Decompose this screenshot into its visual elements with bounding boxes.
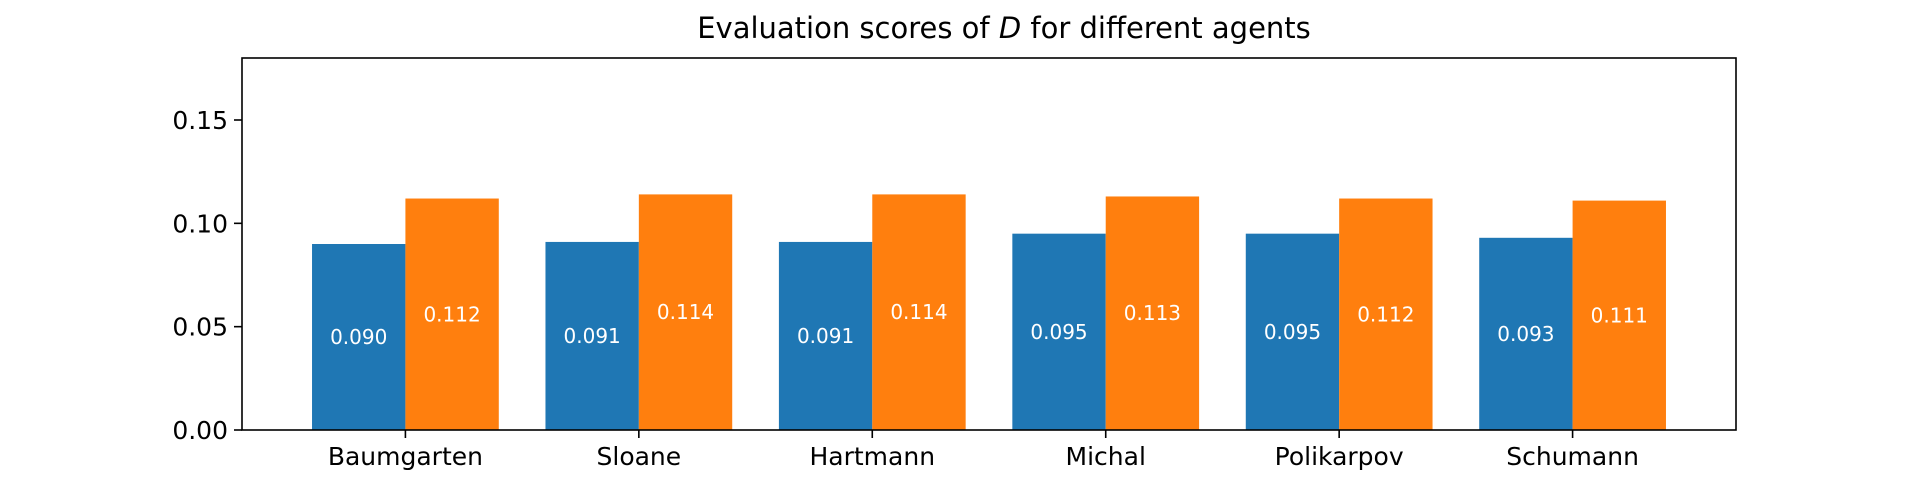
y-tick-label: 0.15 xyxy=(172,106,228,135)
bar-value-label: 0.111 xyxy=(1591,303,1648,327)
x-axis: Baumgarten Sloane Hartmann Michal Polikarpov… xyxy=(328,430,1639,471)
bar-value-label: 0.114 xyxy=(657,300,714,324)
bars-layer xyxy=(312,194,1666,430)
bar-baumgarten-series-1 xyxy=(312,244,406,430)
bar-value-label: 0.091 xyxy=(564,324,621,348)
bar-value-label: 0.090 xyxy=(330,325,387,349)
bar-polikarpov-series-1 xyxy=(1245,233,1340,430)
bar-baumgarten-series-2 xyxy=(405,198,499,430)
bar-sloane-series-2 xyxy=(638,194,733,430)
bar-schumann-series-2 xyxy=(1572,200,1666,430)
x-tick-label: Michal xyxy=(1066,442,1146,471)
x-tick-label: Schumann xyxy=(1506,442,1639,471)
y-tick-label: 0.00 xyxy=(172,416,228,445)
x-tick-label: Hartmann xyxy=(809,442,935,471)
bar-hartmann-series-1 xyxy=(778,241,873,430)
bar-value-label: 0.095 xyxy=(1030,320,1087,344)
bar-value-label: 0.091 xyxy=(797,324,854,348)
chart-title: Evaluation scores of D for different age… xyxy=(697,11,1311,45)
bar-value-label: 0.113 xyxy=(1124,301,1181,325)
bar-schumann-series-1 xyxy=(1479,237,1573,430)
bar-michal-series-1 xyxy=(1012,233,1106,430)
bar-hartmann-series-2 xyxy=(872,194,966,430)
bar-value-label: 0.093 xyxy=(1497,322,1554,346)
bar-value-labels: 0.090 0.112 0.091 0.114 0.091 0.114 0.095 0.113… xyxy=(330,300,1648,349)
chart-title-italic: D xyxy=(999,11,1021,45)
bar-value-label: 0.112 xyxy=(423,302,480,326)
bar-value-label: 0.112 xyxy=(1357,302,1414,326)
bar-value-label: 0.114 xyxy=(890,300,947,324)
bar-michal-series-2 xyxy=(1105,196,1200,430)
y-tick-label: 0.10 xyxy=(172,209,228,238)
plot-frame xyxy=(241,57,1737,431)
y-tick-label: 0.05 xyxy=(172,313,228,342)
bar-value-label: 0.095 xyxy=(1264,320,1321,344)
y-axis: 0.00 0.05 0.10 0.15 xyxy=(172,106,242,445)
x-tick-label: Sloane xyxy=(597,442,682,471)
x-tick-label: Baumgarten xyxy=(328,442,483,471)
bar-sloane-series-1 xyxy=(545,241,639,430)
x-tick-label: Polikarpov xyxy=(1275,442,1404,471)
chart-title-suffix: for different agents xyxy=(1021,11,1311,45)
chart-title-prefix: Evaluation scores of xyxy=(697,11,999,45)
bar-polikarpov-series-2 xyxy=(1339,198,1433,430)
